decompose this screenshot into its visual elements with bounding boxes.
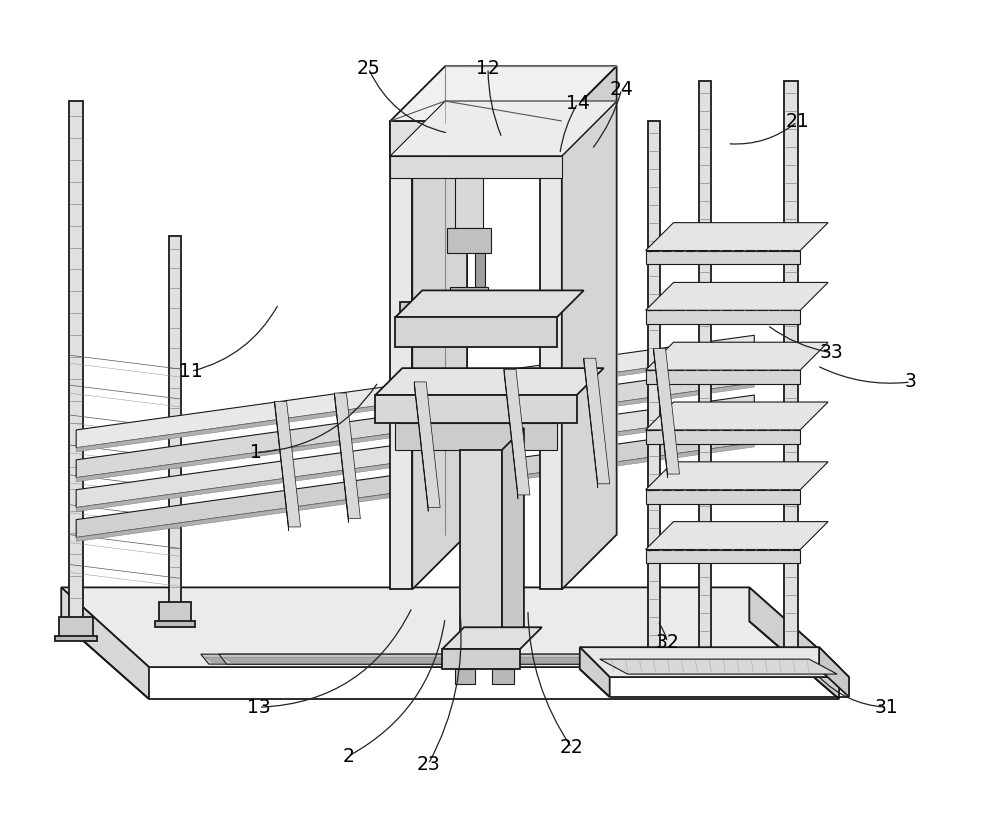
Polygon shape [450, 287, 488, 303]
Polygon shape [646, 549, 800, 564]
Text: 32: 32 [656, 632, 679, 652]
Text: 11: 11 [179, 362, 203, 381]
Polygon shape [55, 636, 97, 641]
Text: 14: 14 [566, 94, 590, 113]
Polygon shape [219, 654, 745, 664]
Polygon shape [654, 348, 680, 474]
Polygon shape [646, 521, 828, 549]
Polygon shape [76, 335, 754, 448]
Text: 2: 2 [342, 747, 354, 765]
Polygon shape [275, 401, 301, 527]
Polygon shape [646, 462, 828, 490]
Polygon shape [646, 251, 800, 264]
Text: 13: 13 [247, 698, 271, 716]
Polygon shape [69, 101, 83, 619]
Text: 24: 24 [610, 80, 634, 99]
Polygon shape [201, 654, 727, 664]
Polygon shape [442, 650, 520, 669]
Polygon shape [76, 443, 754, 542]
Polygon shape [61, 588, 149, 699]
Polygon shape [600, 659, 837, 674]
Polygon shape [155, 621, 195, 628]
Polygon shape [475, 252, 485, 287]
Polygon shape [390, 66, 617, 121]
Polygon shape [76, 365, 754, 477]
Polygon shape [76, 383, 754, 481]
Text: 33: 33 [819, 344, 843, 362]
Polygon shape [334, 393, 348, 522]
Polygon shape [412, 66, 467, 589]
Polygon shape [76, 395, 754, 508]
Polygon shape [540, 121, 562, 589]
Polygon shape [460, 450, 502, 650]
Polygon shape [580, 647, 610, 697]
Polygon shape [819, 647, 849, 697]
Polygon shape [502, 428, 524, 650]
Text: 3: 3 [905, 372, 917, 392]
Polygon shape [646, 490, 800, 503]
Polygon shape [646, 430, 800, 444]
Polygon shape [334, 393, 360, 519]
Text: 21: 21 [785, 113, 809, 131]
Polygon shape [390, 156, 562, 178]
Polygon shape [76, 353, 754, 452]
Polygon shape [455, 178, 483, 228]
Polygon shape [223, 657, 741, 662]
Polygon shape [375, 368, 604, 395]
Polygon shape [447, 228, 491, 252]
Text: 22: 22 [560, 738, 584, 757]
Polygon shape [275, 401, 289, 531]
Polygon shape [749, 588, 839, 699]
Polygon shape [562, 66, 617, 589]
Polygon shape [61, 588, 839, 667]
Polygon shape [390, 121, 562, 156]
Polygon shape [76, 425, 754, 538]
Polygon shape [375, 395, 577, 423]
Text: 25: 25 [356, 59, 380, 78]
Polygon shape [646, 402, 828, 430]
Polygon shape [562, 66, 617, 156]
Polygon shape [400, 303, 552, 317]
Polygon shape [646, 342, 828, 370]
Polygon shape [504, 370, 518, 499]
Polygon shape [699, 81, 711, 659]
Polygon shape [654, 348, 668, 478]
Polygon shape [646, 223, 828, 251]
Polygon shape [159, 602, 191, 624]
Text: 1: 1 [250, 443, 262, 462]
Polygon shape [414, 382, 440, 508]
Text: 12: 12 [476, 59, 500, 78]
Polygon shape [59, 617, 93, 639]
Polygon shape [584, 358, 610, 484]
Polygon shape [442, 628, 542, 650]
Polygon shape [76, 413, 754, 512]
Polygon shape [395, 423, 557, 450]
Polygon shape [648, 121, 660, 659]
Polygon shape [646, 282, 828, 310]
Polygon shape [414, 382, 428, 512]
Polygon shape [580, 647, 849, 677]
Text: 23: 23 [416, 755, 440, 774]
Polygon shape [205, 657, 723, 662]
Polygon shape [504, 370, 530, 495]
Polygon shape [646, 310, 800, 324]
Polygon shape [395, 317, 557, 347]
Polygon shape [455, 669, 475, 684]
Polygon shape [390, 121, 412, 589]
Polygon shape [584, 358, 598, 488]
Polygon shape [646, 370, 800, 384]
Polygon shape [169, 236, 181, 605]
Text: 31: 31 [875, 698, 899, 716]
Polygon shape [395, 290, 584, 317]
Polygon shape [784, 81, 798, 664]
Polygon shape [492, 669, 514, 684]
Polygon shape [390, 101, 617, 156]
